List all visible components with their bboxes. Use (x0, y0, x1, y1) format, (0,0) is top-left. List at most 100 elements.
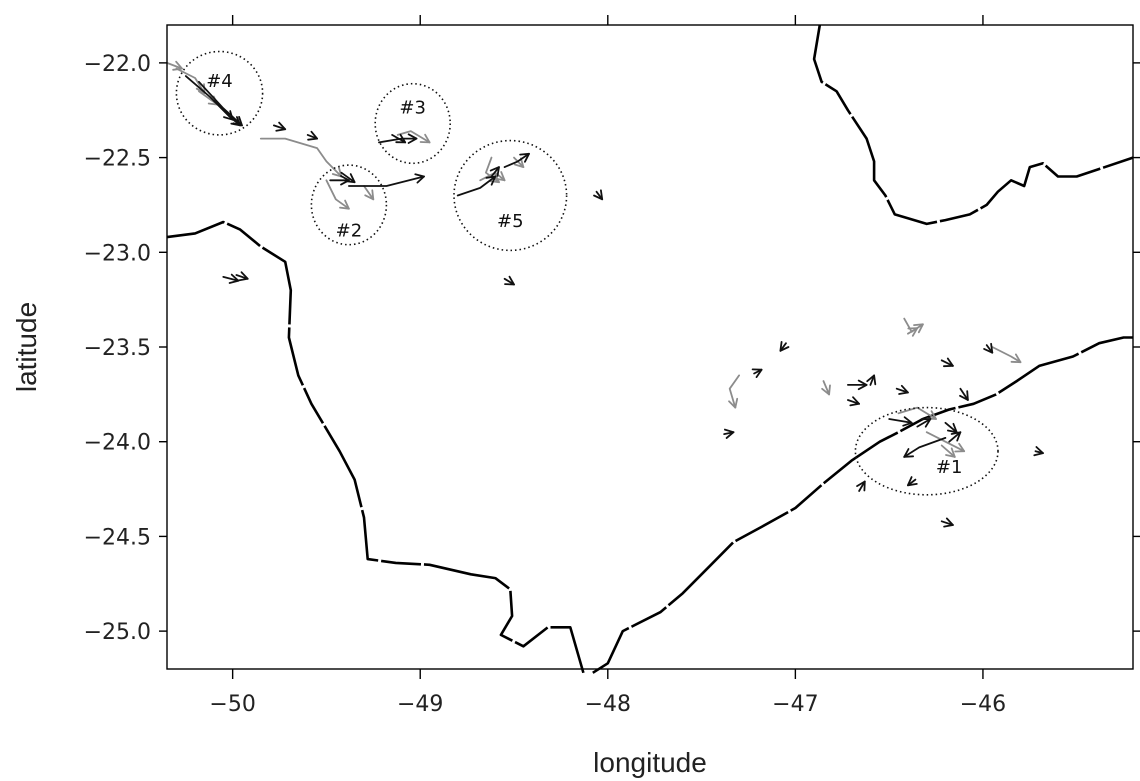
grey-vector (728, 374, 740, 409)
black-vector (348, 173, 425, 187)
grey-vector-shaft (822, 380, 830, 396)
black-vector (235, 271, 249, 282)
cluster-label: #5 (497, 211, 524, 232)
grey-vector (907, 327, 919, 337)
grey-vector (166, 60, 183, 71)
black-vector-head (983, 342, 994, 354)
black-vector-shaft (198, 80, 243, 127)
black-vector-head (866, 374, 877, 386)
black-vector-shaft (273, 124, 287, 131)
grey-vector (396, 130, 431, 144)
grey-vector-shaft (728, 374, 740, 409)
grey-vector-shaft (396, 130, 431, 144)
black-vector (907, 476, 918, 487)
cluster-ring (374, 82, 452, 165)
grey-vector-head (513, 157, 525, 168)
black-vector (866, 374, 877, 386)
y-tick-label: −23.0 (84, 241, 151, 266)
y-tick-label: −24.5 (84, 525, 151, 550)
black-vector-head (857, 379, 868, 391)
grey-vector (513, 156, 525, 168)
coastline-layer (166, 24, 1134, 674)
x-tick-label: −49 (397, 692, 443, 717)
black-vector-head (1033, 446, 1044, 457)
black-vector-shaft (916, 418, 932, 428)
black-vector-shaft (490, 166, 500, 178)
grey-vector (925, 431, 966, 453)
black-vector-shaft (944, 421, 958, 434)
y-tick-label: −25.0 (84, 620, 151, 645)
black-vector-shaft (940, 359, 954, 367)
x-tick-label: −48 (585, 692, 631, 717)
black-vector (779, 341, 790, 352)
black-vector-head (344, 173, 356, 184)
grey-vector-shaft (940, 444, 956, 458)
grey-vector (363, 185, 375, 201)
black-vector-head (519, 152, 530, 163)
grey-vector (325, 179, 350, 210)
grey-vector (940, 444, 956, 458)
black-vector (959, 387, 969, 401)
black-vector (983, 342, 994, 354)
black-vector-shaft (847, 399, 860, 405)
black-vector (593, 189, 604, 201)
grey-vector-shaft (175, 67, 206, 95)
black-vector-head (395, 133, 407, 144)
black-vector (723, 428, 735, 439)
black-vector (503, 275, 515, 286)
coastline-segment (166, 220, 585, 674)
black-vector-head (950, 431, 962, 442)
grey-vector-shaft (991, 346, 1022, 364)
black-vector-head (849, 396, 860, 407)
black-vector (856, 480, 866, 492)
black-vector-head (779, 341, 790, 352)
grey-vector-shaft (259, 137, 343, 178)
grey-vector-shaft (166, 62, 183, 70)
grey-vector-head (907, 327, 919, 337)
coastline-segment (592, 336, 1133, 674)
black-vector-shaft (348, 175, 425, 187)
grey-vector-head (945, 447, 956, 458)
cluster-ring (310, 164, 388, 246)
black-vector (503, 152, 530, 168)
black-vector (940, 517, 954, 528)
black-vector-layer (184, 75, 1044, 528)
black-vector (1033, 446, 1044, 457)
black-vector-head (947, 422, 958, 434)
grey-vector-head (494, 171, 506, 182)
black-vector-shaft (903, 437, 947, 458)
grey-vector-head (339, 199, 350, 210)
black-vector-shaft (340, 171, 356, 184)
grey-vector (821, 380, 831, 396)
grey-vector-head (913, 323, 924, 334)
grey-vector-shaft (363, 185, 375, 201)
black-vector (213, 99, 242, 127)
black-vector-head (959, 390, 969, 401)
coastline-segment (812, 24, 1134, 226)
black-vector-shaft (888, 418, 913, 424)
y-tick-label: −22.0 (84, 52, 151, 77)
black-vector (888, 416, 913, 427)
grey-vector (259, 137, 343, 178)
black-vector (391, 133, 407, 144)
black-vector-shaft (895, 387, 909, 394)
black-vector-head (504, 275, 515, 286)
black-vector-shaft (940, 520, 954, 526)
black-vector-head (485, 175, 497, 186)
black-vector-shaft (503, 152, 530, 168)
y-axis-title: latitude (11, 302, 42, 392)
x-axis-title: longitude (593, 747, 707, 778)
black-vector-shaft (378, 137, 418, 144)
cluster-label: #3 (399, 97, 426, 118)
black-vector-head (414, 173, 425, 184)
grey-vector-shaft (513, 156, 525, 168)
cluster-label: #1 (936, 457, 963, 478)
black-vector-head (856, 480, 866, 492)
x-tick-label: −50 (209, 692, 255, 717)
black-vector-shaft (456, 175, 497, 197)
cluster-ring (175, 50, 264, 136)
black-vector-head (907, 476, 918, 487)
cluster-layer: #1 #2 #3 #4 #5 (175, 50, 999, 496)
black-vector (847, 396, 860, 407)
